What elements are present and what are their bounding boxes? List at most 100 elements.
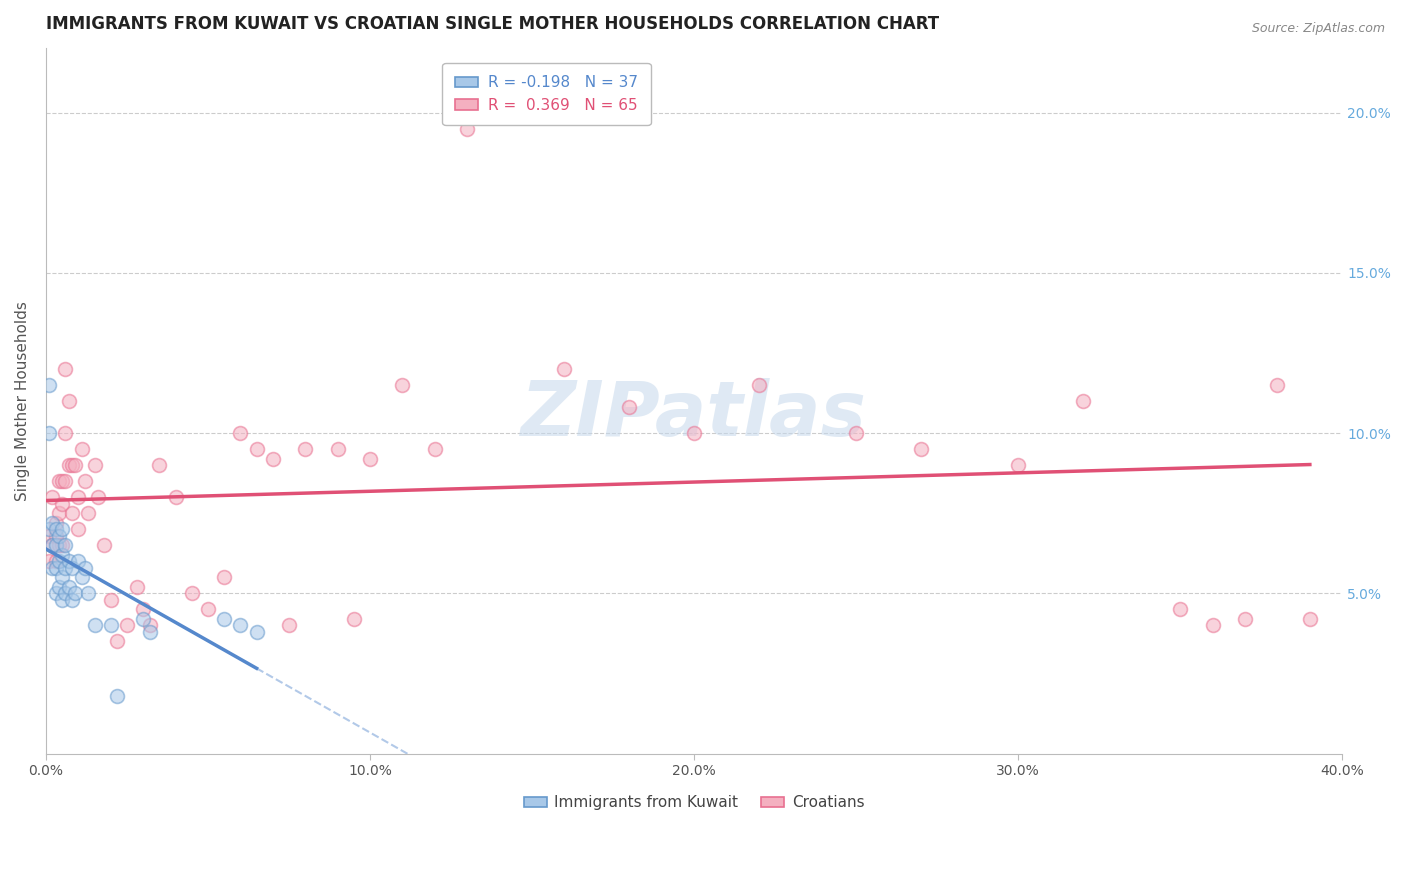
Point xyxy=(278,618,301,632)
Point xyxy=(45,560,67,574)
Point xyxy=(38,378,60,392)
Point xyxy=(73,560,96,574)
Point xyxy=(423,442,446,456)
Point xyxy=(77,586,100,600)
Point xyxy=(58,580,80,594)
Point xyxy=(262,451,284,466)
Point xyxy=(1007,458,1029,472)
Point xyxy=(51,497,73,511)
Point xyxy=(1168,602,1191,616)
Point xyxy=(67,522,90,536)
Point xyxy=(294,442,316,456)
Point xyxy=(55,560,77,574)
Point xyxy=(51,522,73,536)
Point xyxy=(77,506,100,520)
Point xyxy=(100,592,122,607)
Point xyxy=(845,425,868,440)
Point xyxy=(246,624,269,639)
Point xyxy=(45,554,67,568)
Point xyxy=(1299,612,1322,626)
Point xyxy=(343,612,366,626)
Point xyxy=(553,362,575,376)
Point xyxy=(55,362,77,376)
Point xyxy=(326,442,349,456)
Point xyxy=(1071,394,1094,409)
Point xyxy=(1234,612,1257,626)
Point xyxy=(619,401,641,415)
Point xyxy=(38,528,60,542)
Point xyxy=(41,516,63,530)
Point xyxy=(63,586,86,600)
Point xyxy=(229,425,252,440)
Point xyxy=(70,570,93,584)
Point xyxy=(51,474,73,488)
Point xyxy=(910,442,932,456)
Point xyxy=(246,442,269,456)
Point xyxy=(93,538,115,552)
Point xyxy=(488,89,510,103)
Point xyxy=(51,548,73,562)
Point xyxy=(67,490,90,504)
Point xyxy=(38,522,60,536)
Point xyxy=(41,490,63,504)
Point xyxy=(197,602,219,616)
Point xyxy=(212,570,235,584)
Point xyxy=(100,618,122,632)
Point xyxy=(748,378,770,392)
Point xyxy=(683,425,706,440)
Point xyxy=(83,618,105,632)
Point xyxy=(83,458,105,472)
Point xyxy=(58,394,80,409)
Point xyxy=(115,618,138,632)
Point xyxy=(60,592,83,607)
Point xyxy=(73,474,96,488)
Point xyxy=(38,425,60,440)
Point xyxy=(48,506,70,520)
Point xyxy=(60,560,83,574)
Point xyxy=(105,689,128,703)
Y-axis label: Single Mother Households: Single Mother Households xyxy=(15,301,30,501)
Point xyxy=(48,554,70,568)
Point xyxy=(48,538,70,552)
Point xyxy=(55,425,77,440)
Point xyxy=(45,586,67,600)
Text: IMMIGRANTS FROM KUWAIT VS CROATIAN SINGLE MOTHER HOUSEHOLDS CORRELATION CHART: IMMIGRANTS FROM KUWAIT VS CROATIAN SINGL… xyxy=(46,15,939,33)
Point xyxy=(45,522,67,536)
Point xyxy=(138,618,160,632)
Point xyxy=(38,554,60,568)
Point xyxy=(55,538,77,552)
Point xyxy=(51,538,73,552)
Point xyxy=(1267,378,1289,392)
Point xyxy=(212,612,235,626)
Point xyxy=(132,612,155,626)
Point xyxy=(180,586,202,600)
Point xyxy=(359,451,381,466)
Point xyxy=(1201,618,1223,632)
Point xyxy=(55,474,77,488)
Text: Source: ZipAtlas.com: Source: ZipAtlas.com xyxy=(1251,22,1385,36)
Point xyxy=(87,490,110,504)
Point xyxy=(70,442,93,456)
Point xyxy=(63,458,86,472)
Point xyxy=(55,586,77,600)
Text: ZIPatlas: ZIPatlas xyxy=(522,378,868,452)
Point xyxy=(48,528,70,542)
Point xyxy=(456,121,478,136)
Point xyxy=(48,474,70,488)
Point xyxy=(165,490,187,504)
Point xyxy=(391,378,413,392)
Point xyxy=(51,570,73,584)
Point xyxy=(41,560,63,574)
Point xyxy=(41,538,63,552)
Point xyxy=(132,602,155,616)
Point xyxy=(48,580,70,594)
Point xyxy=(45,538,67,552)
Point xyxy=(60,506,83,520)
Point xyxy=(58,458,80,472)
Point xyxy=(41,538,63,552)
Legend: Immigrants from Kuwait, Croatians: Immigrants from Kuwait, Croatians xyxy=(517,789,870,816)
Point xyxy=(45,528,67,542)
Point xyxy=(51,592,73,607)
Point xyxy=(138,624,160,639)
Point xyxy=(67,554,90,568)
